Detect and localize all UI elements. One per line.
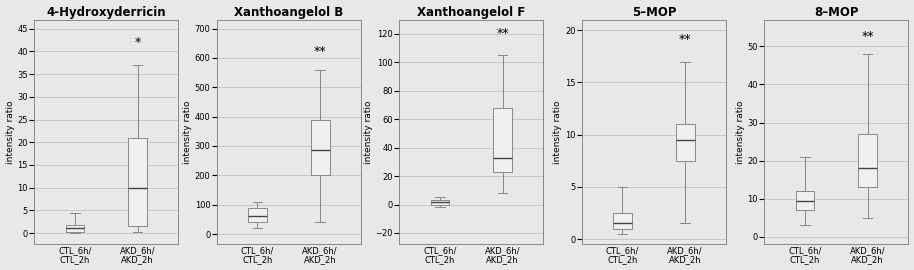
Text: *: *	[134, 36, 141, 49]
Text: **: **	[314, 45, 326, 58]
Y-axis label: intensity ratio: intensity ratio	[553, 100, 562, 164]
Y-axis label: intensity ratio: intensity ratio	[736, 100, 745, 164]
PathPatch shape	[430, 200, 450, 205]
Y-axis label: intensity ratio: intensity ratio	[183, 100, 192, 164]
Text: **: **	[496, 27, 509, 40]
Text: **: **	[861, 30, 874, 43]
PathPatch shape	[66, 225, 84, 232]
Title: Xanthoangelol F: Xanthoangelol F	[417, 6, 526, 19]
Y-axis label: intensity ratio: intensity ratio	[364, 100, 373, 164]
PathPatch shape	[613, 213, 632, 229]
PathPatch shape	[128, 138, 147, 226]
Title: 8–MOP: 8–MOP	[814, 6, 858, 19]
PathPatch shape	[795, 191, 814, 210]
Text: **: **	[679, 33, 691, 46]
PathPatch shape	[675, 124, 695, 161]
PathPatch shape	[248, 208, 267, 222]
PathPatch shape	[858, 134, 877, 187]
PathPatch shape	[311, 120, 330, 175]
PathPatch shape	[494, 108, 512, 172]
Title: 5–MOP: 5–MOP	[632, 6, 676, 19]
Title: Xanthoangelol B: Xanthoangelol B	[234, 6, 344, 19]
Title: 4-Hydroxyderricin: 4-Hydroxyderricin	[47, 6, 166, 19]
Y-axis label: intensity ratio: intensity ratio	[5, 100, 15, 164]
